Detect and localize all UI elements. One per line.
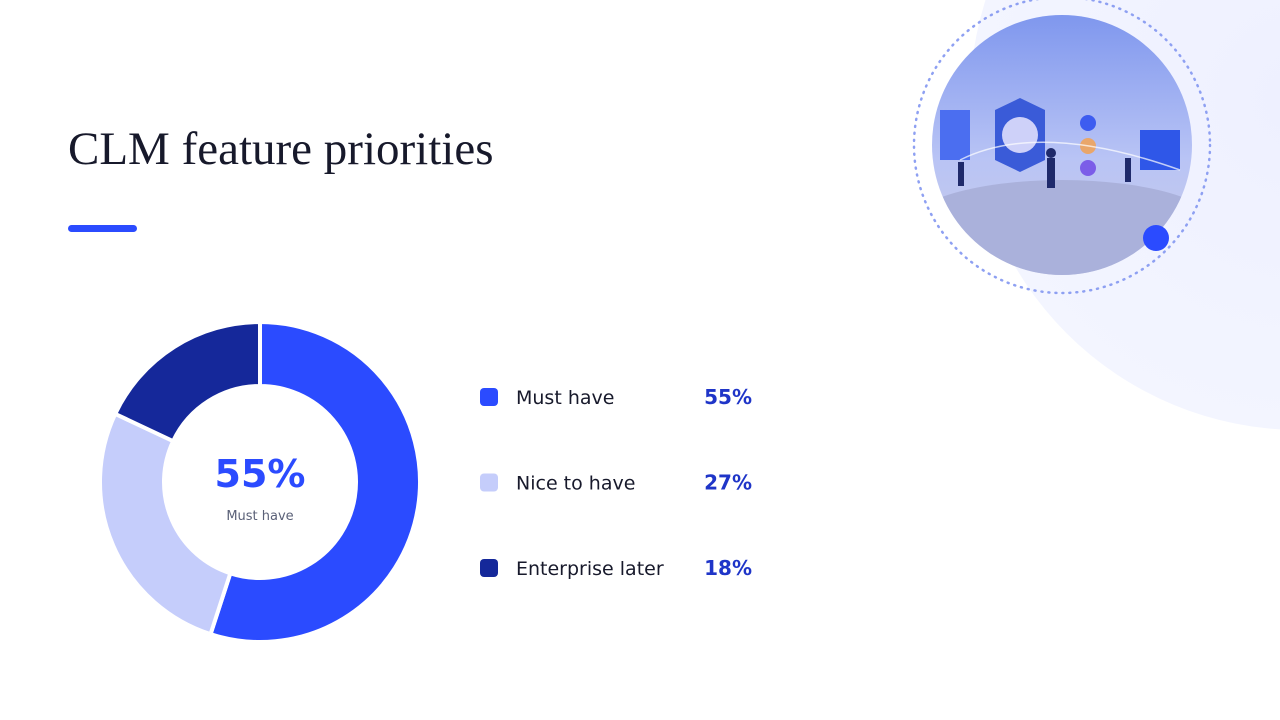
legend-label: Nice to have <box>516 473 635 495</box>
legend: Must have 55% Nice to have 27% Enterprise la… <box>480 385 752 580</box>
donut <box>98 320 422 644</box>
legend-swatch <box>480 559 498 577</box>
legend-swatch <box>480 388 498 406</box>
legend-label: Enterprise later <box>516 558 664 580</box>
title-underline <box>68 225 137 232</box>
legend-value: 18% <box>704 556 752 580</box>
donut-segment <box>208 320 422 644</box>
accent-dot <box>1143 225 1169 251</box>
center-value: 55% <box>215 452 306 496</box>
donut-segment <box>113 320 262 444</box>
legend-value: 27% <box>704 471 752 495</box>
chart-title: CLM feature priorities <box>68 123 493 175</box>
donut-segment <box>98 411 233 637</box>
dotted-ring <box>912 0 1212 295</box>
legend-label: Must have <box>516 387 614 409</box>
legend-value: 55% <box>704 385 752 409</box>
center-label: Must have <box>226 509 293 524</box>
legend-swatch <box>480 473 498 492</box>
